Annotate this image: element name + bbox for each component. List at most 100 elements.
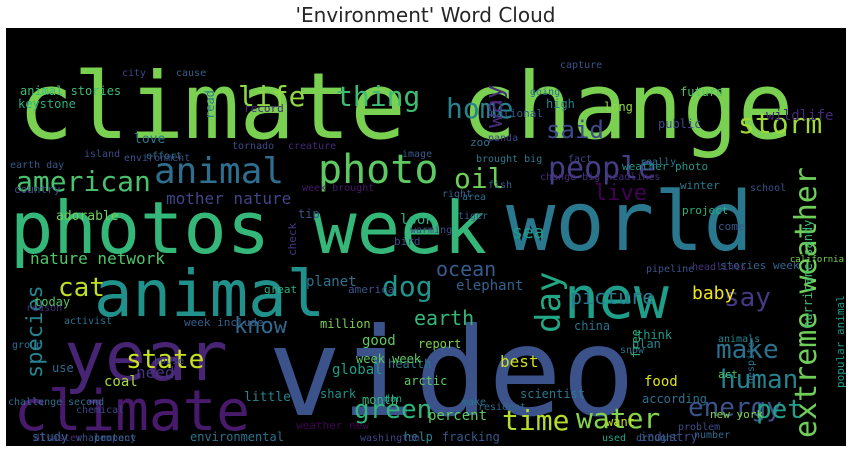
word-new: new <box>564 264 669 332</box>
word-right: right <box>442 189 472 200</box>
word-today: today <box>34 295 70 309</box>
word-photo: photo <box>318 147 438 193</box>
word-fact: fact <box>568 154 592 165</box>
word-read: read <box>203 90 217 119</box>
word-project: project <box>682 204 728 217</box>
word-home: home <box>446 92 513 125</box>
word-think: think <box>636 328 673 342</box>
word-number: number <box>694 430 730 441</box>
word-whale: whale <box>76 433 106 444</box>
word-don: don <box>384 394 402 405</box>
word-activist: activist <box>64 316 112 327</box>
word-washington: washington <box>360 433 420 444</box>
word-area: area <box>462 192 486 203</box>
word-check: check <box>286 223 299 256</box>
word-coal: coal <box>104 374 138 390</box>
word-come: come <box>718 220 745 233</box>
word-cloud: climate change video world photos week anima… <box>6 28 846 446</box>
word-love: love <box>134 132 165 147</box>
word-school: school <box>750 183 786 194</box>
word-use: use <box>52 361 74 375</box>
word-animal: animal <box>154 151 284 192</box>
word-chemical: chemical <box>76 405 124 416</box>
word-best: best <box>500 352 539 371</box>
word-environment: environment <box>124 153 190 164</box>
word-make: make <box>716 335 779 365</box>
word-said: said <box>546 116 604 144</box>
word-adorable: adorable <box>56 209 119 224</box>
word-elephant: elephant <box>456 278 523 294</box>
word-global: global <box>332 362 383 378</box>
word-week-brought: week brought <box>302 183 374 194</box>
word-earth: earth <box>414 306 474 330</box>
word-fish: fish <box>488 180 512 191</box>
word-fracking: fracking <box>442 430 500 444</box>
word-climate-change: climate change <box>18 53 793 160</box>
word-state: state <box>126 345 204 375</box>
word-help: help <box>404 430 433 444</box>
word-scientist: scientist <box>520 387 585 401</box>
word-wildlife: wildlife <box>766 108 833 124</box>
word-year: year <box>64 318 228 397</box>
word-good: good <box>362 333 396 349</box>
word-country: country <box>14 183 61 196</box>
word-plan: plan <box>632 337 661 351</box>
word-winter: winter <box>680 179 720 192</box>
word-resident: resident <box>478 402 526 413</box>
word-new-york: new york <box>710 408 763 421</box>
word-pet: pet <box>756 395 803 425</box>
word-group: group <box>12 340 42 351</box>
word-cat: cat <box>58 273 105 303</box>
word-zoo: zoo <box>470 136 490 149</box>
word-free: free <box>629 329 643 358</box>
word-drought: drought <box>636 433 678 444</box>
word-island: island <box>84 149 120 160</box>
word-weather-photo: weather photo <box>622 160 708 173</box>
word-industry: industry <box>640 430 698 444</box>
word-china: china <box>574 319 610 333</box>
word-bird: bird <box>394 235 421 248</box>
word-sea: sea <box>512 222 545 243</box>
word-capture: capture <box>560 60 602 71</box>
word-headlines: headlines <box>692 262 746 273</box>
word-environmental: environmental <box>190 430 284 444</box>
word-second: second <box>68 397 104 408</box>
word-time: time <box>502 404 569 437</box>
word-american: american <box>16 165 151 198</box>
word-problem: problem <box>678 422 720 433</box>
word-make: make <box>462 397 486 408</box>
word-national: national <box>490 107 543 120</box>
word-live: live <box>594 181 647 206</box>
word-need: need <box>136 363 175 382</box>
word-snow: snow <box>620 345 645 356</box>
word-week-include: week include <box>184 316 263 329</box>
word-human: human <box>720 365 798 395</box>
word-cause: cause <box>176 68 206 79</box>
word-according: according <box>642 392 707 406</box>
word-california: california <box>790 255 844 265</box>
word-pipeline: pipeline <box>646 264 694 275</box>
word-great: great <box>264 283 297 296</box>
word-act: act <box>718 368 738 381</box>
word-study: study <box>32 430 68 444</box>
word-week-week: week week <box>356 352 422 366</box>
word-change-big-headlines: change big headlines <box>540 172 660 183</box>
word-nature-network: nature network <box>30 249 165 268</box>
word-stories-week: stories week <box>720 259 800 272</box>
word-baby: baby <box>692 283 736 304</box>
word-tip: tip <box>298 207 320 221</box>
word-going: going <box>530 87 560 98</box>
word-report: report <box>418 337 461 351</box>
word-shark: shark <box>320 387 357 401</box>
word-warming: warming <box>410 225 452 236</box>
word-animal: animal <box>94 258 325 332</box>
word-million: million <box>320 317 371 331</box>
word-day: day <box>529 272 569 333</box>
word-look: look <box>400 212 434 228</box>
word-reason: reason <box>26 303 62 314</box>
word-really: really <box>640 157 676 168</box>
word-people: people <box>548 151 656 186</box>
word-earth-day: earth day <box>10 160 64 171</box>
word-used: used <box>602 433 626 444</box>
